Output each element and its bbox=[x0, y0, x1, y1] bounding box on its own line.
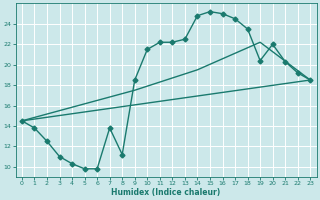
X-axis label: Humidex (Indice chaleur): Humidex (Indice chaleur) bbox=[111, 188, 221, 197]
